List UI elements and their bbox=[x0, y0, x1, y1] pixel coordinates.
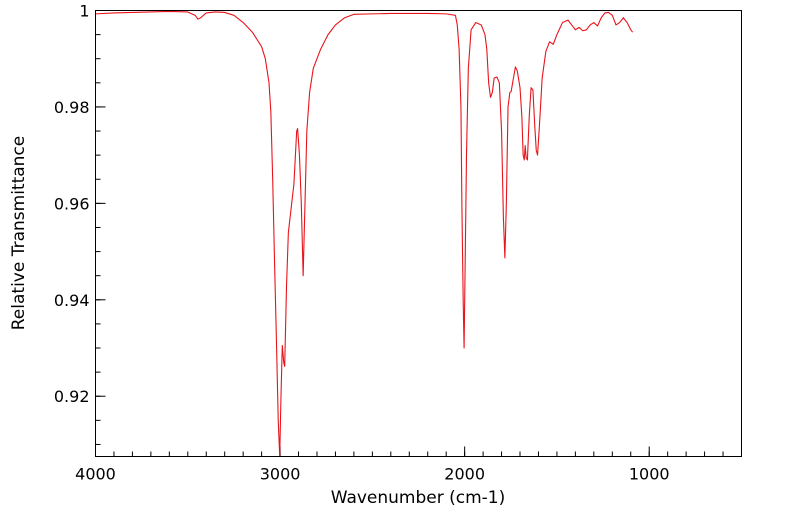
x-axis-label: Wavenumber (cm-1) bbox=[331, 488, 506, 508]
y-axis-label: Relative Transmittance bbox=[9, 136, 29, 331]
spectrum-line bbox=[95, 10, 634, 458]
y-tick-label: 0.96 bbox=[54, 194, 90, 213]
y-tick-label: 0.98 bbox=[54, 98, 90, 117]
axis-tick-labels: 4000 3000 2000 1000 0.92 0.94 0.96 0.98 1 bbox=[54, 2, 670, 484]
x-tick-label: 3000 bbox=[260, 465, 301, 484]
plot-frame bbox=[95, 10, 742, 457]
x-tick-label: 1000 bbox=[629, 465, 670, 484]
y-tick-label: 1 bbox=[79, 2, 89, 21]
y-tick-label: 0.94 bbox=[54, 291, 90, 310]
x-tick-label: 2000 bbox=[444, 465, 485, 484]
x-tick-label: 4000 bbox=[75, 465, 116, 484]
y-tick-label: 0.92 bbox=[54, 387, 90, 406]
